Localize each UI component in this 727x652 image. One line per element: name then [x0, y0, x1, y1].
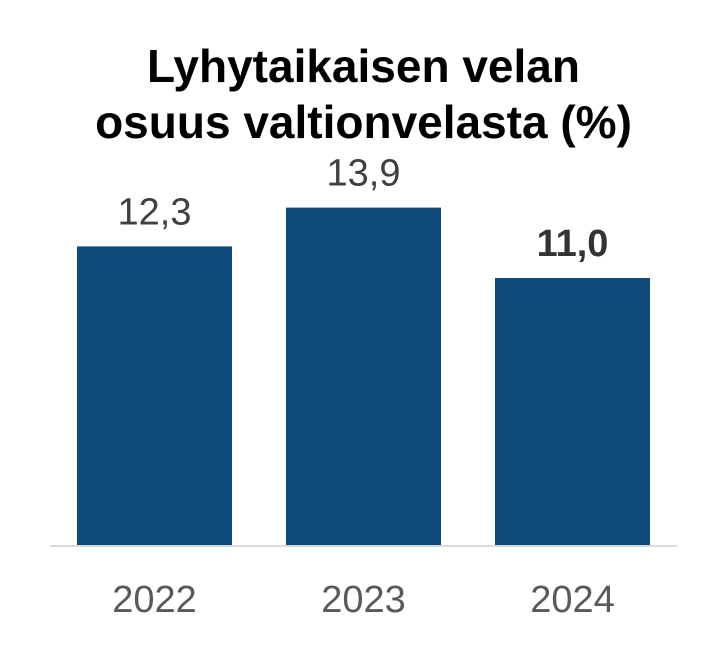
bar-2022 — [77, 246, 232, 545]
bar-2024 — [495, 278, 650, 545]
category-label-2024: 2024 — [530, 579, 615, 621]
chart-title-line-1: Lyhytaikaisen velan — [147, 40, 580, 92]
bars-group — [77, 207, 650, 545]
chart-title-line-2: osuus valtionvelasta (%) — [95, 96, 632, 148]
value-label-2022: 12,3 — [118, 191, 192, 233]
value-labels-group: 12,3 13,9 11,0 — [118, 153, 609, 265]
chart-title: Lyhytaikaisen velan osuus valtionvelasta… — [0, 38, 727, 150]
value-label-2023: 13,9 — [327, 153, 401, 195]
category-labels-group: 2022 2023 2024 — [112, 579, 615, 621]
category-label-2023: 2023 — [321, 579, 406, 621]
value-label-2024: 11,0 — [537, 223, 609, 265]
category-label-2022: 2022 — [112, 579, 197, 621]
bar-2023 — [286, 207, 441, 545]
